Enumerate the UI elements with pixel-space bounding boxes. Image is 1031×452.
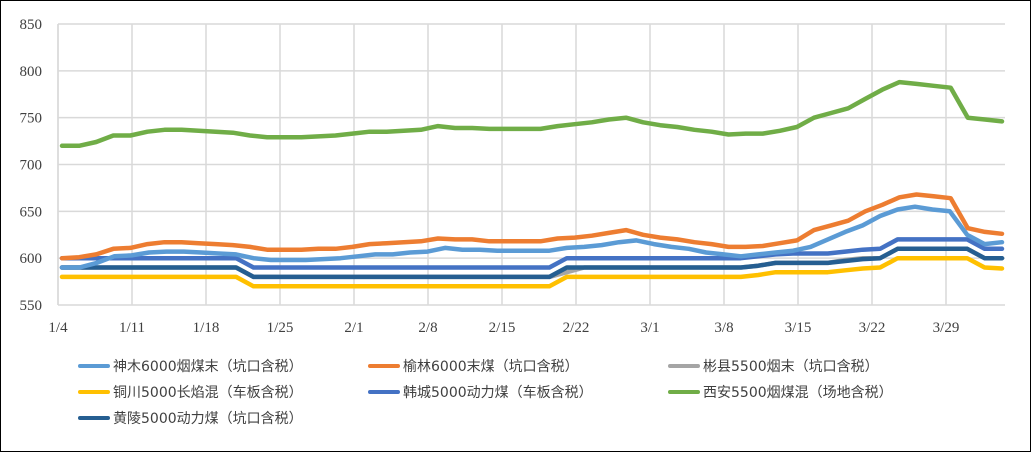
legend-swatch-icon — [78, 416, 110, 420]
x-tick-label: 2/8 — [418, 320, 437, 336]
series-lines — [59, 79, 1005, 289]
x-tick-label: 2/1 — [344, 320, 363, 336]
legend-swatch-icon — [668, 364, 700, 368]
y-tick-label: 550 — [20, 298, 43, 314]
x-tick-label: 3/15 — [785, 320, 812, 336]
x-tick-label: 2/15 — [489, 320, 516, 336]
legend-swatch-icon — [368, 390, 400, 394]
legend-label: 西安5500烟煤混（场地含税） — [703, 385, 893, 401]
x-axis: 1/4 1/11 1/18 1/25 2/1 2/8 2/15 2/22 3/1 3/8 3/15 3… — [48, 320, 959, 336]
series-line — [59, 79, 1005, 149]
legend-label: 神木6000烟煤末（坑口含税） — [113, 359, 303, 375]
legend-row: 神木6000烟煤末（坑口含税） 榆林6000末煤（坑口含税） 彬县5500烟末（… — [78, 353, 1018, 379]
chart-legend: 神木6000烟煤末（坑口含税） 榆林6000末煤（坑口含税） 彬县5500烟末（… — [78, 353, 1018, 431]
gridlines — [57, 23, 1005, 306]
x-tick-label: 3/8 — [714, 320, 733, 336]
x-tick-label: 1/11 — [119, 320, 145, 336]
series-line — [59, 192, 1005, 261]
legend-swatch-icon — [78, 364, 110, 368]
x-tick-label: 3/1 — [640, 320, 659, 336]
series-line — [59, 255, 1005, 289]
y-tick-label: 800 — [20, 64, 43, 80]
x-tick-label: 1/25 — [267, 320, 294, 336]
legend-label: 韩城5000动力煤（车板含税） — [403, 385, 593, 401]
y-axis: 850 800 750 700 650 600 550 — [20, 17, 43, 314]
legend-swatch-icon — [368, 364, 400, 368]
y-tick-label: 650 — [20, 204, 43, 220]
legend-item-xian[interactable]: 西安5500烟煤混（场地含税） — [668, 382, 958, 402]
x-tick-label: 3/22 — [859, 320, 886, 336]
legend-swatch-icon — [78, 390, 110, 394]
legend-label: 黄陵5000动力煤（坑口含税） — [113, 411, 303, 427]
x-tick-label: 1/18 — [193, 320, 220, 336]
legend-swatch-icon — [668, 390, 700, 394]
x-tick-label: 1/4 — [48, 320, 68, 336]
legend-item-hancheng[interactable]: 韩城5000动力煤（车板含税） — [368, 382, 668, 402]
legend-item-shenmu[interactable]: 神木6000烟煤末（坑口含税） — [78, 356, 368, 376]
y-tick-label: 750 — [20, 111, 43, 127]
y-tick-label: 700 — [20, 158, 43, 174]
series-line — [59, 237, 1005, 270]
legend-row: 铜川5000长焰混（车板含税） 韩城5000动力煤（车板含税） 西安5500烟煤… — [78, 379, 1018, 405]
series-line — [59, 246, 1005, 280]
x-tick-label: 3/29 — [933, 320, 960, 336]
legend-label: 彬县5500烟末（坑口含税） — [703, 359, 879, 375]
legend-label: 榆林6000末煤（坑口含税） — [403, 359, 579, 375]
y-tick-label: 850 — [20, 17, 43, 33]
legend-item-yulin[interactable]: 榆林6000末煤（坑口含税） — [368, 356, 668, 376]
series-line — [59, 204, 1005, 270]
y-tick-label: 600 — [20, 251, 43, 267]
legend-row: 黄陵5000动力煤（坑口含税） — [78, 405, 1018, 431]
legend-item-tongchuan[interactable]: 铜川5000长焰混（车板含税） — [78, 382, 368, 402]
legend-item-huangling[interactable]: 黄陵5000动力煤（坑口含税） — [78, 408, 368, 428]
legend-item-binxian[interactable]: 彬县5500烟末（坑口含税） — [668, 356, 958, 376]
x-tick-label: 2/22 — [563, 320, 590, 336]
legend-label: 铜川5000长焰混（车板含税） — [113, 385, 303, 401]
